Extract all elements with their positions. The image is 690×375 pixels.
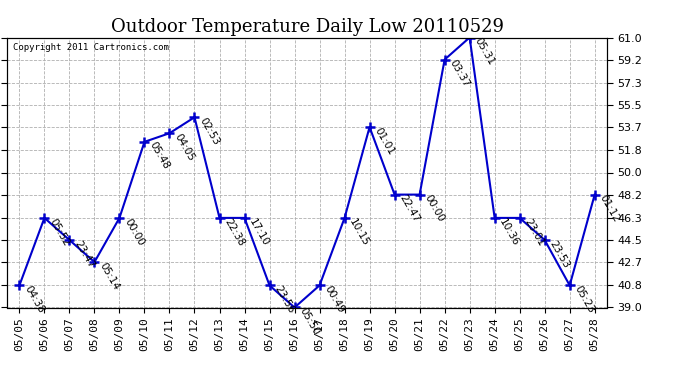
Text: 23:53: 23:53 — [547, 238, 571, 270]
Text: 10:36: 10:36 — [497, 216, 521, 248]
Text: 17:10: 17:10 — [247, 216, 271, 248]
Text: 04:38: 04:38 — [22, 284, 46, 315]
Text: 00:00: 00:00 — [422, 193, 446, 224]
Text: 00:00: 00:00 — [122, 216, 146, 247]
Text: 04:05: 04:05 — [172, 132, 196, 163]
Text: 01:01: 01:01 — [373, 126, 396, 157]
Text: 03:37: 03:37 — [447, 58, 471, 89]
Text: 23:56: 23:56 — [273, 284, 296, 315]
Text: 05:14: 05:14 — [97, 261, 121, 292]
Text: 05:31: 05:31 — [473, 36, 496, 67]
Text: 00:49: 00:49 — [322, 284, 346, 315]
Text: 23:47: 23:47 — [72, 238, 96, 270]
Text: 01:12: 01:12 — [598, 193, 621, 224]
Text: 02:53: 02:53 — [197, 116, 221, 147]
Text: 05:52: 05:52 — [47, 216, 71, 248]
Text: Copyright 2011 Cartronics.com: Copyright 2011 Cartronics.com — [13, 43, 169, 52]
Text: 05:50: 05:50 — [297, 306, 321, 337]
Text: 23:01: 23:01 — [522, 216, 546, 248]
Text: 22:38: 22:38 — [222, 216, 246, 248]
Text: 05:23: 05:23 — [573, 284, 596, 315]
Title: Outdoor Temperature Daily Low 20110529: Outdoor Temperature Daily Low 20110529 — [110, 18, 504, 36]
Text: 05:48: 05:48 — [147, 140, 171, 171]
Text: 10:15: 10:15 — [347, 216, 371, 248]
Text: 22:47: 22:47 — [397, 193, 421, 224]
